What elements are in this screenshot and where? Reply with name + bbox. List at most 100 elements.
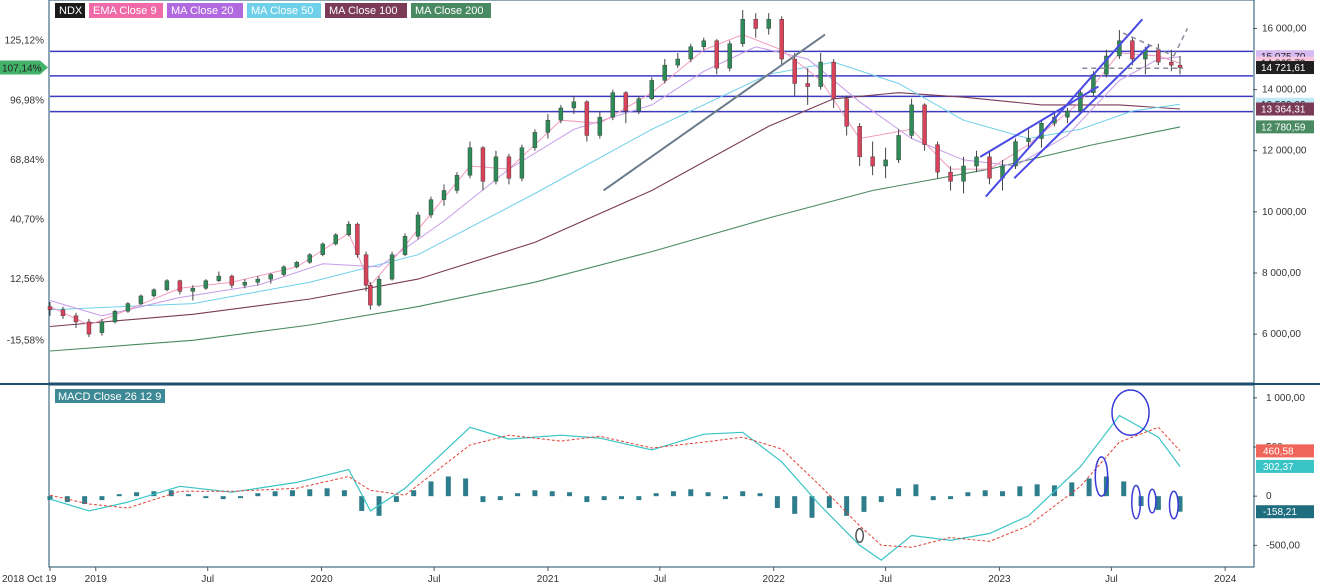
candle-body xyxy=(320,243,325,255)
macd-histogram-bar xyxy=(1034,484,1040,497)
candle-body xyxy=(138,295,144,304)
candle-body xyxy=(597,116,603,136)
time-tick-label: 2021 xyxy=(537,574,560,585)
candle-body xyxy=(333,234,338,245)
candle-body xyxy=(454,174,460,191)
trendline xyxy=(602,33,826,192)
annotation-ellipse xyxy=(1131,484,1142,520)
candle-body xyxy=(870,156,875,167)
percent-tick-label: 96,98% xyxy=(10,95,44,106)
candle-body xyxy=(675,58,680,66)
candle-body xyxy=(714,40,719,69)
candle-body xyxy=(216,275,222,281)
percent-tick-label: 40,70% xyxy=(10,215,44,226)
macd-histogram-bar xyxy=(878,496,884,503)
candle-body xyxy=(281,266,286,275)
legend-label: NDX xyxy=(59,5,83,17)
legend-chip xyxy=(167,3,243,18)
price-tag-bg xyxy=(1256,120,1314,134)
macd-histogram-bar xyxy=(411,490,417,497)
candle-body xyxy=(987,156,992,179)
legend-chip xyxy=(411,3,491,18)
candle-body xyxy=(623,92,629,112)
ma100-line xyxy=(49,92,1181,328)
time-tick-label: 2019 xyxy=(85,574,108,585)
legend-label: EMA Close 9 xyxy=(93,5,157,17)
macd-tick-label: -500,00 xyxy=(1266,540,1300,551)
candle-body xyxy=(164,280,170,291)
macd-histogram-bar xyxy=(272,491,278,497)
candle-body xyxy=(255,278,261,283)
candle-body xyxy=(779,19,784,60)
candle-body xyxy=(558,107,564,121)
candle-body xyxy=(701,40,706,47)
macd-histogram-bar xyxy=(359,496,365,511)
candle-body xyxy=(389,254,395,280)
candle-body xyxy=(112,311,118,323)
candle-body xyxy=(896,135,901,161)
candle-body xyxy=(740,19,745,44)
candle-body xyxy=(545,119,551,133)
candle-body xyxy=(844,98,849,127)
legend-chip xyxy=(55,3,85,18)
candle-body xyxy=(1013,141,1018,167)
macd-label: MACD Close 26 12 9 xyxy=(58,391,161,403)
time-tick-label: 2022 xyxy=(763,574,786,585)
candle-body xyxy=(47,306,53,310)
macd-histogram-bar xyxy=(220,496,226,500)
annotation-ellipse xyxy=(855,527,865,544)
macd-histogram-bar xyxy=(844,496,850,516)
candlesticks xyxy=(47,10,1183,338)
candle-body xyxy=(805,83,810,87)
candle-body xyxy=(73,315,79,323)
macd-histogram-bar xyxy=(670,491,676,497)
candle-body xyxy=(242,281,248,286)
macd-histogram-bar xyxy=(722,496,728,500)
candle-body xyxy=(935,144,940,173)
candle-body xyxy=(294,262,299,268)
macd-tag-label: 460,58 xyxy=(1263,446,1294,457)
candle-body xyxy=(532,132,538,148)
candle-body xyxy=(355,223,360,255)
macd-histogram-bar xyxy=(757,493,763,497)
price-tick-label: 8 000,00 xyxy=(1262,268,1301,279)
macd-histogram-bar xyxy=(930,496,936,501)
candle-body xyxy=(571,101,577,109)
macd-histogram-bar xyxy=(116,494,122,497)
macd-histogram-bar xyxy=(376,496,382,516)
legend-label: MA Close 50 xyxy=(251,5,313,17)
candle-body xyxy=(818,61,823,87)
legend-chip xyxy=(325,3,407,18)
time-tick-label: Jul xyxy=(653,574,666,585)
macd-tag-label: 302,37 xyxy=(1263,462,1294,473)
macd-lines xyxy=(49,414,1181,561)
annotation-ellipse xyxy=(1168,490,1179,520)
macd-histogram-bar xyxy=(601,496,607,501)
candle-body xyxy=(1078,92,1083,112)
price-tick-label: 12 000,00 xyxy=(1262,146,1307,157)
price-tick-label: 14 000,00 xyxy=(1262,85,1307,96)
annotation-ellipse xyxy=(1147,488,1157,514)
macd-histogram-bar xyxy=(428,481,434,497)
candle-body xyxy=(1177,64,1183,68)
candle-body xyxy=(60,309,66,317)
candle-body xyxy=(99,321,105,333)
candle-body xyxy=(948,171,953,182)
macd-histogram-bar xyxy=(705,492,711,497)
macd-histogram-bar xyxy=(47,496,53,501)
price-tag-label: 13 364,31 xyxy=(1261,105,1306,116)
annotation-ellipse xyxy=(1094,456,1109,497)
macd-histogram-bar xyxy=(168,490,174,497)
left-percent-tag-label: 107,14% xyxy=(2,64,42,75)
macd-tag-bg xyxy=(1256,459,1314,473)
candle-body xyxy=(857,126,862,158)
candle-body xyxy=(753,19,758,29)
candle-body xyxy=(766,19,771,29)
macd-histogram-bar xyxy=(948,496,954,500)
macd-histogram-bar xyxy=(99,496,105,501)
candle-body xyxy=(584,101,590,136)
macd-tick-label: 0 xyxy=(1266,491,1272,502)
macd-histogram-bar xyxy=(445,476,451,497)
